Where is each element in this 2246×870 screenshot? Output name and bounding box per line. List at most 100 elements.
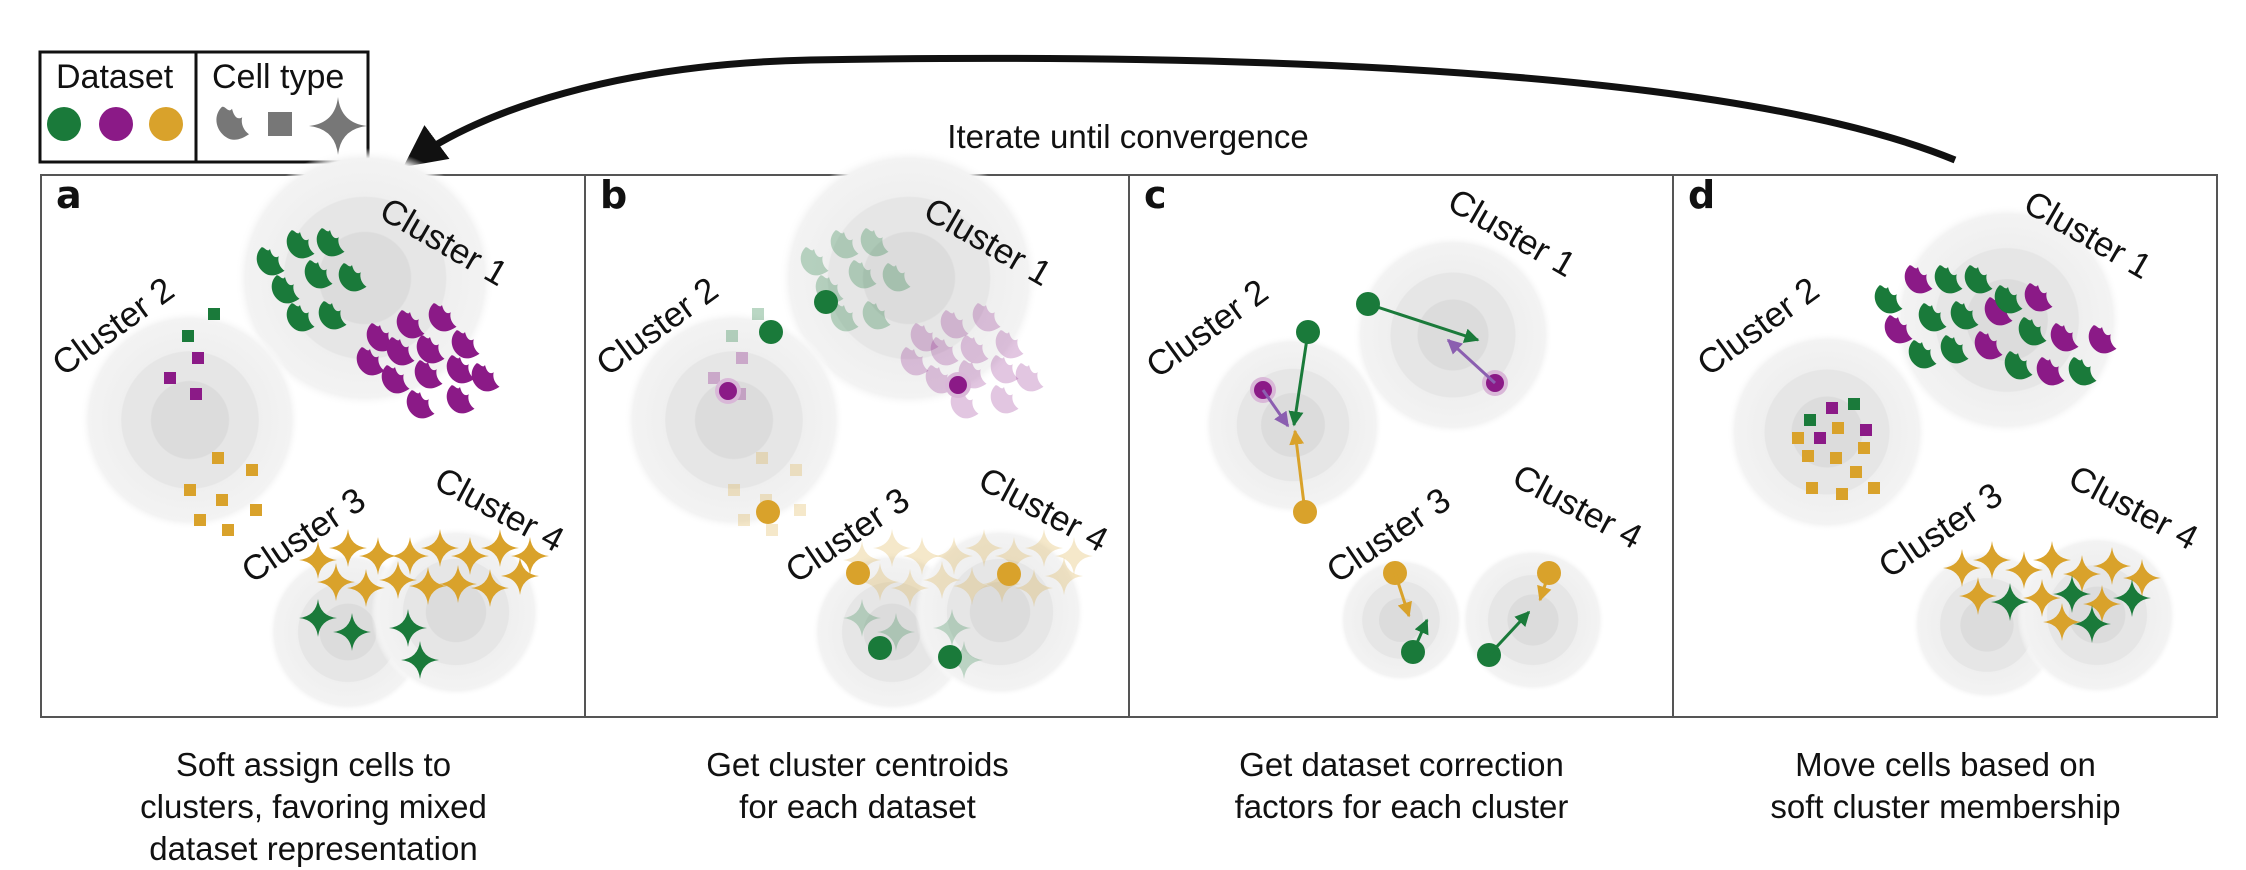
- blob-cell: [386, 337, 415, 366]
- star-cell: [843, 541, 881, 579]
- blob-cell: [1940, 335, 1969, 364]
- blob-cell: [396, 310, 425, 339]
- square-cell: [1804, 414, 1816, 426]
- centroid-dot: [938, 645, 962, 669]
- centroid-dot: [719, 382, 737, 400]
- blob-cell: [286, 303, 315, 332]
- centroid-dot: [759, 320, 783, 344]
- star-cell: [329, 529, 367, 567]
- square-cell: [1792, 432, 1804, 444]
- square-cell: [1836, 488, 1848, 500]
- square-cell: [1850, 466, 1862, 478]
- blob-cell: [471, 363, 500, 392]
- square-icon: [268, 112, 292, 136]
- blob-cell: [990, 355, 1019, 384]
- square-cell: [1806, 482, 1818, 494]
- star-cell: [471, 569, 509, 607]
- star-cell: [409, 567, 447, 605]
- star-cell: [891, 569, 929, 607]
- caption-a: Soft assign cells to clusters, favoring …: [41, 744, 586, 870]
- iterate-label: Iterate until convergence: [947, 118, 1308, 155]
- star-cell: [2123, 559, 2161, 597]
- caption-a-line-1: Soft assign cells to: [175, 746, 452, 783]
- cluster-halo: [624, 310, 844, 530]
- star-cell: [965, 529, 1003, 567]
- star-cell: [983, 565, 1021, 603]
- star-cell: [2043, 603, 2081, 641]
- blob-cell: [271, 275, 300, 304]
- centroid-dot: [846, 561, 870, 585]
- star-cell: [389, 609, 427, 647]
- dataset-green-swatch: [47, 107, 81, 141]
- star-cell: [439, 565, 477, 603]
- caption-d-line-2: soft cluster membership: [1770, 788, 2121, 825]
- blob-cell: [2050, 323, 2079, 352]
- square-cell: [738, 514, 750, 526]
- panel-letter-c: c: [1144, 173, 1167, 217]
- square-cell: [222, 524, 234, 536]
- blob-cell: [1015, 363, 1044, 392]
- correction-arrow: [1446, 338, 1497, 385]
- star-cell: [451, 537, 489, 575]
- square-cell: [728, 484, 740, 496]
- cluster-halo: [915, 527, 1085, 697]
- star-cell: [2053, 575, 2091, 613]
- cluster-halo: [1727, 332, 1927, 532]
- square-cell: [250, 504, 262, 516]
- blob-cell: [2004, 351, 2033, 380]
- blob-cell: [446, 385, 475, 414]
- star-cell: [379, 561, 417, 599]
- blob-cell: [862, 301, 891, 330]
- correction-arrow: [1288, 331, 1310, 427]
- star-cell: [2093, 547, 2131, 585]
- caption-d: Move cells based on soft cluster members…: [1673, 744, 2218, 828]
- blob-cell: [1904, 265, 1933, 294]
- star-cell: [1943, 549, 1981, 587]
- square-cell: [192, 352, 204, 364]
- star-cell: [2113, 579, 2151, 617]
- square-cell: [212, 452, 224, 464]
- blob-cell: [830, 230, 859, 259]
- centroid-dot: [756, 500, 780, 524]
- legend-celltype-title: Cell type: [212, 58, 344, 96]
- blob-cell: [1950, 301, 1979, 330]
- star-cell: [2005, 551, 2043, 589]
- caption-d-line-1: Move cells based on: [1795, 746, 2096, 783]
- star-cell: [1959, 577, 1997, 615]
- star-cell: [501, 557, 539, 595]
- blob-cell: [910, 323, 939, 352]
- star-cell: [923, 561, 961, 599]
- blob-cell: [830, 303, 859, 332]
- star-cell: [873, 529, 911, 567]
- star-cell: [903, 537, 941, 575]
- blob-cell: [900, 347, 929, 376]
- star-cell: [1055, 537, 1093, 575]
- square-cell: [1860, 424, 1872, 436]
- star-cell: [1025, 529, 1063, 567]
- square-cell: [246, 464, 258, 476]
- blob-cell: [930, 337, 959, 366]
- blob-cell: [406, 390, 435, 419]
- blob-cell: [1934, 265, 1963, 294]
- star-cell: [1973, 541, 2011, 579]
- star-cell: [2023, 579, 2061, 617]
- square-cell: [216, 494, 228, 506]
- panel-letter-a: a: [56, 173, 82, 217]
- star-cell: [401, 641, 439, 679]
- caption-b-line-2: for each dataset: [739, 788, 976, 825]
- square-cell: [164, 372, 176, 384]
- correction-arrow: [1393, 572, 1412, 618]
- cluster-halo: [1339, 558, 1463, 682]
- blob-cell: [2068, 357, 2097, 386]
- blob-cell: [940, 310, 969, 339]
- blob-cell: [356, 347, 385, 376]
- blob-cell: [338, 263, 367, 292]
- blob-cell: [1964, 265, 1993, 294]
- square-cell: [1826, 402, 1838, 414]
- star-cell: [317, 563, 355, 601]
- square-cell: [790, 464, 802, 476]
